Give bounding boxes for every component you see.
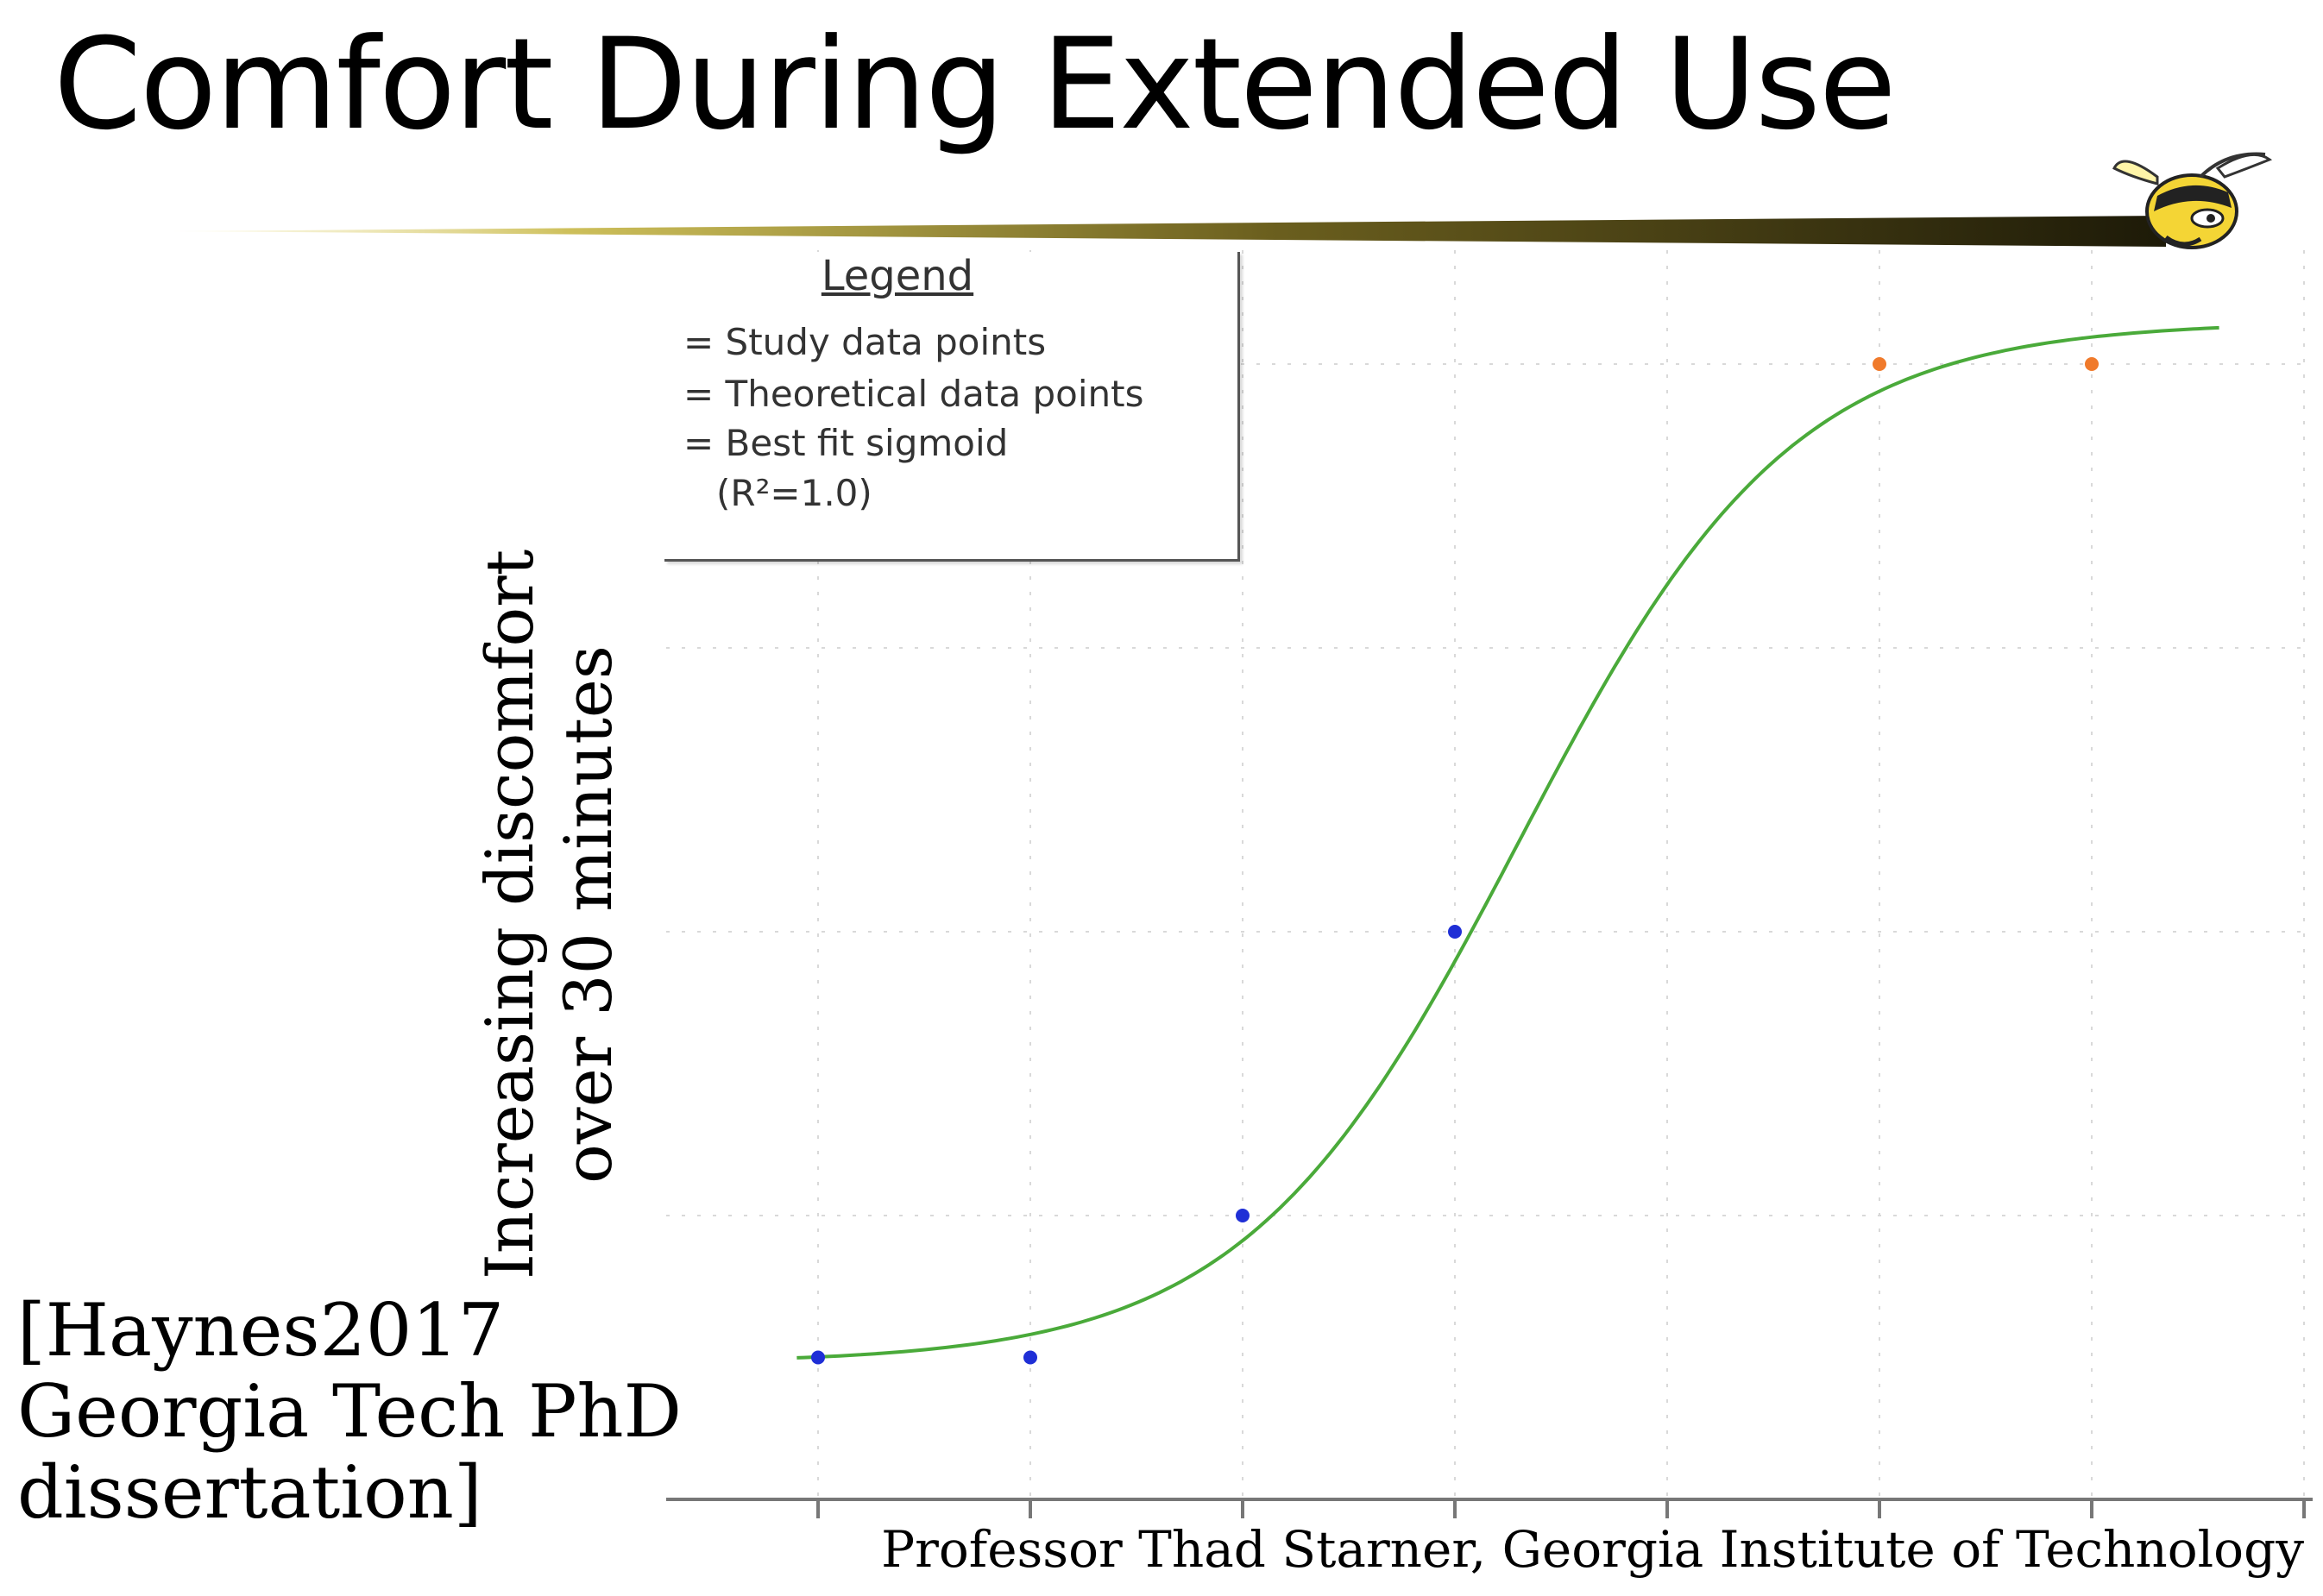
chart-legend: Legend = Study data points = Theoretical… (664, 252, 1240, 562)
chart-series (796, 325, 2219, 1365)
y-axis-label-line: Increasing discomfort (470, 549, 548, 1280)
citation-text: [Haynes2017 Georgia Tech PhD dissertatio… (17, 1288, 682, 1536)
yellow-jacket-mascot-icon (2112, 152, 2273, 249)
legend-entry-sigmoid: = Best fit sigmoid (683, 422, 1009, 464)
y-axis-label-line: over 30 minutes (550, 645, 626, 1184)
theoretical-data-point (1873, 357, 1886, 371)
legend-entry-theoretical: = Theoretical data points (683, 373, 1144, 415)
best-fit-sigmoid-line (796, 325, 2219, 1360)
study-data-point (1236, 1209, 1250, 1222)
slide-title: Comfort During Extended Use (54, 11, 1897, 158)
legend-entry-study: = Study data points (683, 321, 1047, 363)
chart-gridlines (666, 250, 2313, 1499)
title-divider-bar (173, 216, 2166, 247)
study-data-point (1448, 925, 1462, 939)
chart-x-axis (666, 1498, 2313, 1518)
legend-title: Legend (821, 252, 974, 300)
theoretical-data-point (2085, 357, 2099, 371)
footer-credit: Professor Thad Starner, Georgia Institut… (881, 1520, 2304, 1579)
legend-entry-r-squared: (R²=1.0) (716, 472, 872, 514)
study-data-point (1023, 1350, 1037, 1365)
y-axis-label: Increasing discomfort over 30 minutes (470, 550, 627, 1279)
study-data-point (811, 1350, 825, 1365)
